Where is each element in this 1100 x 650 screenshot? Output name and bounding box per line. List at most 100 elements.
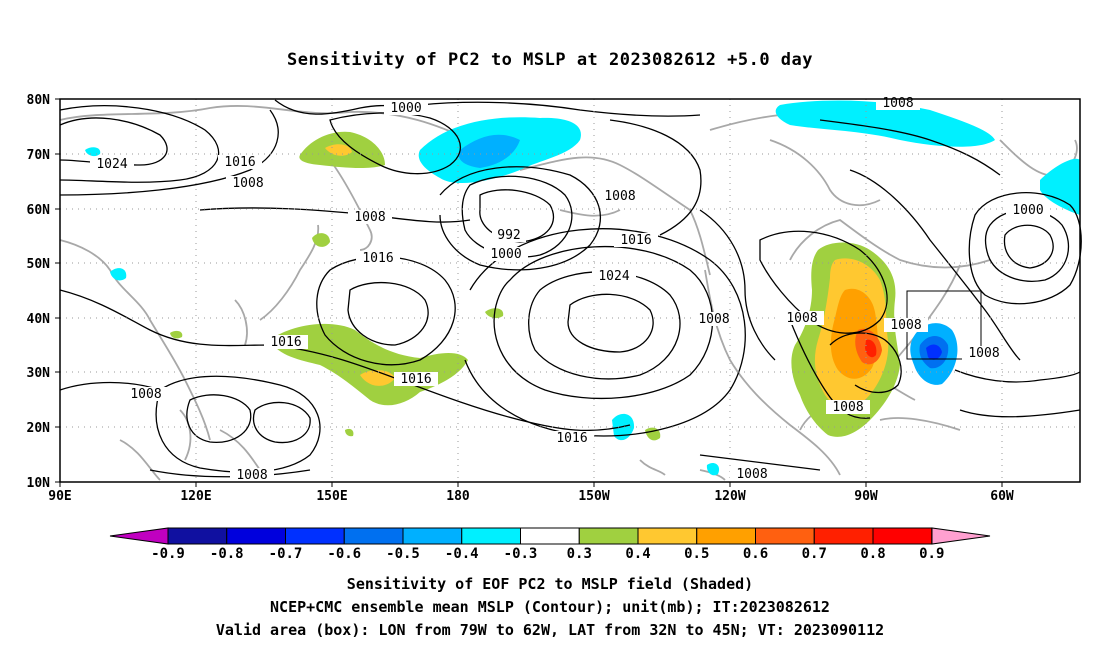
colorbar-over-triangle xyxy=(931,527,991,545)
contour-label: 1008 xyxy=(348,210,392,225)
contour-label: 1008 xyxy=(230,468,274,483)
lon-tick-label: 60W xyxy=(990,489,1014,504)
contour-label: 1008 xyxy=(884,318,928,333)
svg-text:1000: 1000 xyxy=(490,247,521,262)
svg-text:1016: 1016 xyxy=(620,233,651,248)
colorbar-cell xyxy=(696,527,756,545)
contour-label: 1024 xyxy=(592,269,636,284)
lon-tick-label: 150W xyxy=(578,489,609,504)
svg-text:1016: 1016 xyxy=(224,155,255,170)
lat-tick-label: 20N xyxy=(27,421,51,436)
colorbar-cell xyxy=(520,527,580,545)
caption-line-2: NCEP+CMC ensemble mean MSLP (Contour); u… xyxy=(270,598,830,616)
lat-tick-label: 40N xyxy=(27,312,51,327)
lon-tick-label: 90W xyxy=(854,489,878,504)
caption-line-3: Valid area (box): LON from 79W to 62W, L… xyxy=(215,621,885,639)
contour-label: 1008 xyxy=(692,312,736,327)
colorbar: -0.9 -0.8 -0.7 -0.6 -0.5 -0.4 -0.3 0.3 0.4 0.5 0.6… xyxy=(109,527,991,562)
colorbar-label: 0.9 xyxy=(919,546,944,562)
contour-label: 1008 xyxy=(124,387,168,402)
svg-text:1008: 1008 xyxy=(354,210,385,225)
colorbar-cell xyxy=(461,527,521,545)
colorbar-cell xyxy=(813,527,874,545)
colorbar-label: 0.7 xyxy=(802,546,827,562)
lat-tick-label: 50N xyxy=(27,257,51,272)
svg-text:1000: 1000 xyxy=(390,101,421,116)
contour-label: 1008 xyxy=(730,467,774,482)
svg-text:1000: 1000 xyxy=(1012,203,1043,218)
lon-tick-label: 120E xyxy=(180,489,211,504)
colorbar-label: -0.6 xyxy=(327,546,361,562)
contour-label: 1008 xyxy=(780,311,824,326)
svg-text:1016: 1016 xyxy=(556,431,587,446)
lat-tick-label: 30N xyxy=(27,366,51,381)
contour-label: 1000 xyxy=(384,101,428,116)
lon-tick-label: 120W xyxy=(714,489,745,504)
colorbar-cell xyxy=(578,527,639,545)
colorbar-label: 0.5 xyxy=(684,546,709,562)
colorbar-label: -0.7 xyxy=(269,546,303,562)
svg-text:992: 992 xyxy=(497,228,520,243)
lat-tick-label: 60N xyxy=(27,203,51,218)
colorbar-cell xyxy=(343,527,404,545)
colorbar-cell xyxy=(637,527,698,545)
svg-text:1008: 1008 xyxy=(604,189,635,204)
svg-text:1008: 1008 xyxy=(786,311,817,326)
svg-text:1016: 1016 xyxy=(362,251,393,266)
lat-labels: 80N 70N 60N 50N 40N 30N 20N 10N xyxy=(27,93,51,491)
svg-text:1016: 1016 xyxy=(400,372,431,387)
colorbar-cell xyxy=(872,527,933,545)
contour-label: 1024 xyxy=(90,157,134,172)
axis-ticks xyxy=(55,98,1003,487)
lon-tick-label: 90E xyxy=(48,489,71,504)
colorbar-label: -0.8 xyxy=(210,546,244,562)
svg-text:1024: 1024 xyxy=(598,269,629,284)
contour-labels: 1024 1016 1008 1000 1008 992 1000 1008 1… xyxy=(90,96,1050,483)
contour-label: 1016 xyxy=(356,251,400,266)
contour-label: 1000 xyxy=(484,247,528,262)
lon-tick-label: 180 xyxy=(446,489,470,504)
colorbar-label: 0.3 xyxy=(567,546,592,562)
sensitivity-shading xyxy=(85,100,1080,476)
colorbar-label: -0.3 xyxy=(504,546,538,562)
colorbar-label: -0.5 xyxy=(386,546,420,562)
contour-label: 1016 xyxy=(264,335,308,350)
contour-label: 1008 xyxy=(226,176,270,191)
colorbar-cell xyxy=(285,527,345,545)
contour-label: 1016 xyxy=(218,155,262,170)
colorbar-label: -0.4 xyxy=(445,546,479,562)
contour-label: 1016 xyxy=(394,372,438,387)
colorbar-cells xyxy=(167,527,933,545)
lat-tick-label: 70N xyxy=(27,148,51,163)
svg-text:1008: 1008 xyxy=(968,346,999,361)
lat-tick-label: 10N xyxy=(27,476,51,491)
contour-label: 992 xyxy=(492,228,526,243)
contour-label: 1016 xyxy=(614,233,658,248)
contour-label: 1008 xyxy=(598,189,642,204)
contour-label: 1008 xyxy=(962,346,1006,361)
caption-line-1: Sensitivity of EOF PC2 to MSLP field (Sh… xyxy=(346,575,754,593)
svg-text:1016: 1016 xyxy=(270,335,301,350)
svg-text:1008: 1008 xyxy=(236,468,267,483)
colorbar-label: -0.9 xyxy=(151,546,185,562)
svg-text:1008: 1008 xyxy=(890,318,921,333)
lat-tick-label: 80N xyxy=(27,93,51,108)
lon-tick-label: 150E xyxy=(316,489,347,504)
colorbar-label: 0.8 xyxy=(860,546,885,562)
contour-label: 1016 xyxy=(550,431,594,446)
colorbar-labels: -0.9 -0.8 -0.7 -0.6 -0.5 -0.4 -0.3 0.3 0.4 0.5 0.6… xyxy=(151,546,944,562)
colorbar-label: 0.6 xyxy=(743,546,768,562)
colorbar-under-triangle xyxy=(109,527,169,545)
colorbar-cell xyxy=(167,527,228,545)
svg-text:1008: 1008 xyxy=(232,176,263,191)
mslp-contours xyxy=(59,99,1082,478)
svg-text:1008: 1008 xyxy=(698,312,729,327)
contour-label: 1000 xyxy=(1006,203,1050,218)
colorbar-label: 0.4 xyxy=(625,546,650,562)
svg-text:1008: 1008 xyxy=(736,467,767,482)
map-frame xyxy=(59,98,1081,483)
lon-labels: 90E 120E 150E 180 150W 120W 90W 60W xyxy=(48,489,1014,504)
svg-text:1008: 1008 xyxy=(832,400,863,415)
contour-label: 1008 xyxy=(826,400,870,415)
